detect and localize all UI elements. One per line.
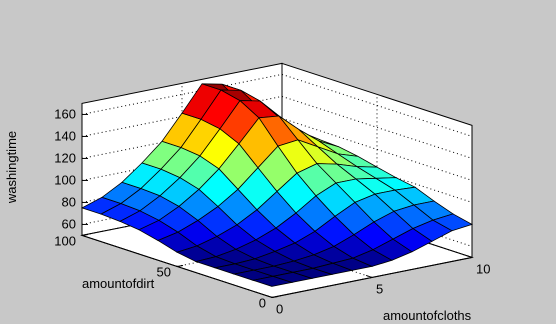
- z-axis-label: washingtime: [4, 131, 19, 204]
- y-tick-mark: [176, 264, 184, 267]
- tick-labels: 60 80 100 120 140 160 0 50 100 0 5 10: [54, 106, 490, 316]
- x-tick-label: 5: [376, 281, 383, 296]
- z-tick-label: 140: [54, 128, 76, 143]
- surface-patch: [431, 213, 474, 232]
- x-tick-mark: [465, 254, 473, 258]
- z-tick-label: 60: [62, 216, 76, 231]
- y-tick-label: 50: [157, 264, 171, 279]
- z-tick-label: 160: [54, 106, 76, 121]
- z-tick-label: 100: [54, 172, 76, 187]
- surface-mesh: [80, 83, 474, 287]
- z-tick-label: 80: [62, 194, 76, 209]
- x-tick-mark: [265, 294, 273, 298]
- x-tick-label: 10: [476, 261, 490, 276]
- x-axis-label: amountofcloths: [383, 308, 472, 323]
- x-tick-mark: [365, 274, 373, 278]
- y-tick-label: 100: [54, 233, 76, 248]
- z-tick-label: 120: [54, 150, 76, 165]
- x-tick-label: 0: [276, 301, 283, 316]
- y-tick-mark: [81, 233, 89, 236]
- y-tick-mark: [271, 295, 279, 298]
- y-axis-label: amountofdirt: [82, 276, 155, 291]
- y-tick-label: 0: [259, 295, 266, 310]
